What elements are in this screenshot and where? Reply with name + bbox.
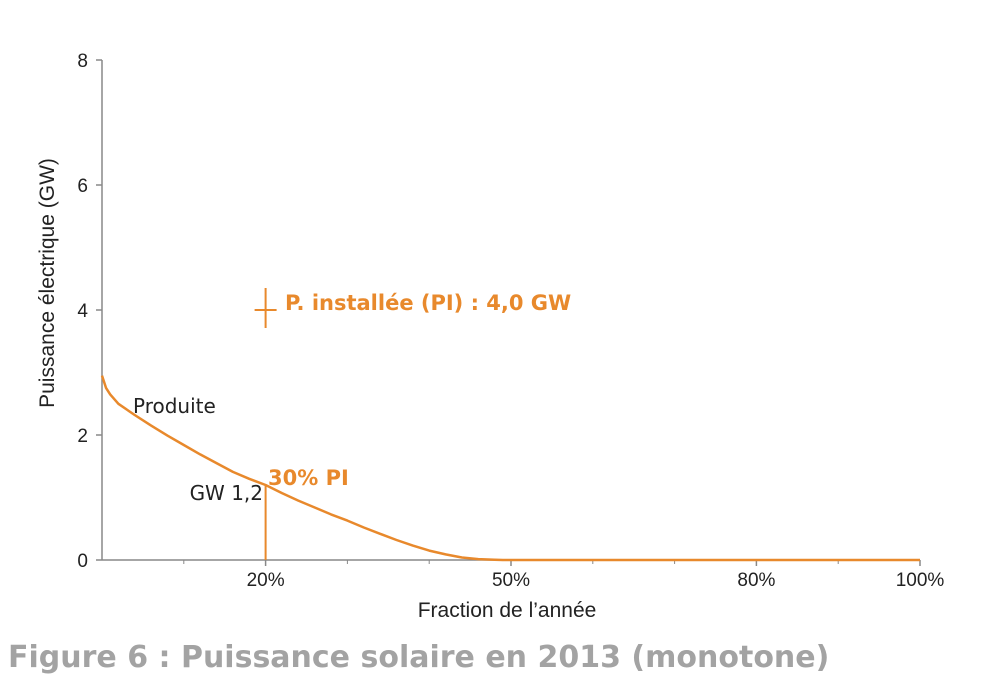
x-tick-label: 20% [247, 570, 285, 591]
y-axis-title: Puissance électrique (GW) [36, 158, 59, 408]
x-tick-label: 100% [896, 570, 945, 591]
solar-power-chart: 0 2 4 6 8 20% 50% 80% 100% Puissance électrique … [36, 51, 944, 622]
x-tick-label: 80% [737, 570, 775, 591]
x-tick-label: 50% [492, 570, 530, 591]
labels-layer: Puissance électrique (GW) Fraction de l’… [36, 158, 596, 622]
axes-layer: 0 2 4 6 8 20% 50% 80% 100% [77, 51, 944, 591]
percent-pi-label: 30% PI [268, 466, 349, 490]
y-tick-label: 2 [77, 426, 88, 447]
produced-label: Produite [133, 394, 216, 418]
figure-caption: Figure 6 : Puissance solaire en 2013 (mo… [8, 640, 830, 675]
y-tick-label: 0 [77, 551, 88, 572]
installed-power-label: P. installée (PI) : 4,0 GW [285, 291, 571, 315]
y-tick-label: 4 [77, 301, 88, 322]
x-axis-title: Fraction de l’année [418, 599, 597, 622]
y-tick-label: 6 [77, 176, 88, 197]
series-line-0 [100, 375, 920, 562]
y-tick-label: 8 [77, 51, 88, 72]
data-layer [100, 288, 920, 562]
gw-value-label: GW 1,2 [190, 481, 263, 505]
